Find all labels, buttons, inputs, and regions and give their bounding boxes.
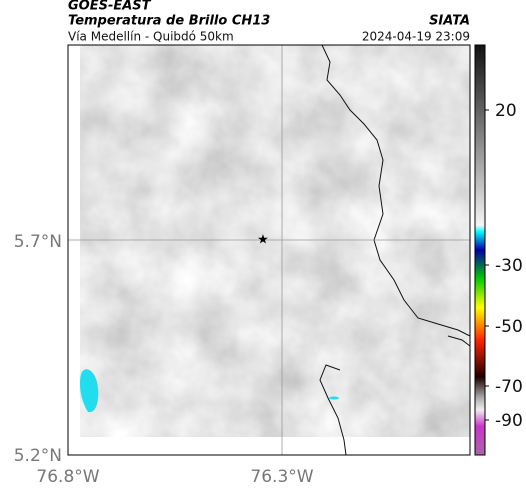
region: Vía Medellín - Quibdó 50km [68, 30, 234, 44]
satellite-image [80, 45, 470, 437]
colorbar-label: -90 [495, 411, 523, 431]
map-area: ★ [67, 44, 471, 456]
source: GOES-EAST [68, 0, 152, 14]
x-label: 76.3°W [250, 467, 313, 487]
border-line [321, 44, 471, 337]
colorbar-label: -70 [495, 377, 523, 397]
product: Temperatura de Brillo CH13 [68, 14, 270, 29]
timestamp: 2024-04-19 23:09 [362, 30, 470, 44]
y-label: 5.7°N [14, 232, 62, 252]
cold-cloud [80, 369, 99, 413]
colorbar-label: 20 [495, 101, 517, 121]
border-line [447, 335, 471, 347]
colorbar-label: -30 [495, 256, 523, 276]
colorbar: 20 -30 -50 -70 -90 [474, 44, 523, 456]
colorbar-bar [474, 44, 486, 456]
cold-cloud [329, 396, 339, 400]
colorbar-label: -50 [495, 317, 523, 337]
y-label: 5.2°N [14, 446, 62, 466]
coastline [319, 364, 347, 456]
map-border [67, 44, 471, 456]
star-marker: ★ [257, 233, 269, 248]
x-label: 76.8°W [36, 467, 99, 487]
agency: SIATA [429, 14, 470, 29]
